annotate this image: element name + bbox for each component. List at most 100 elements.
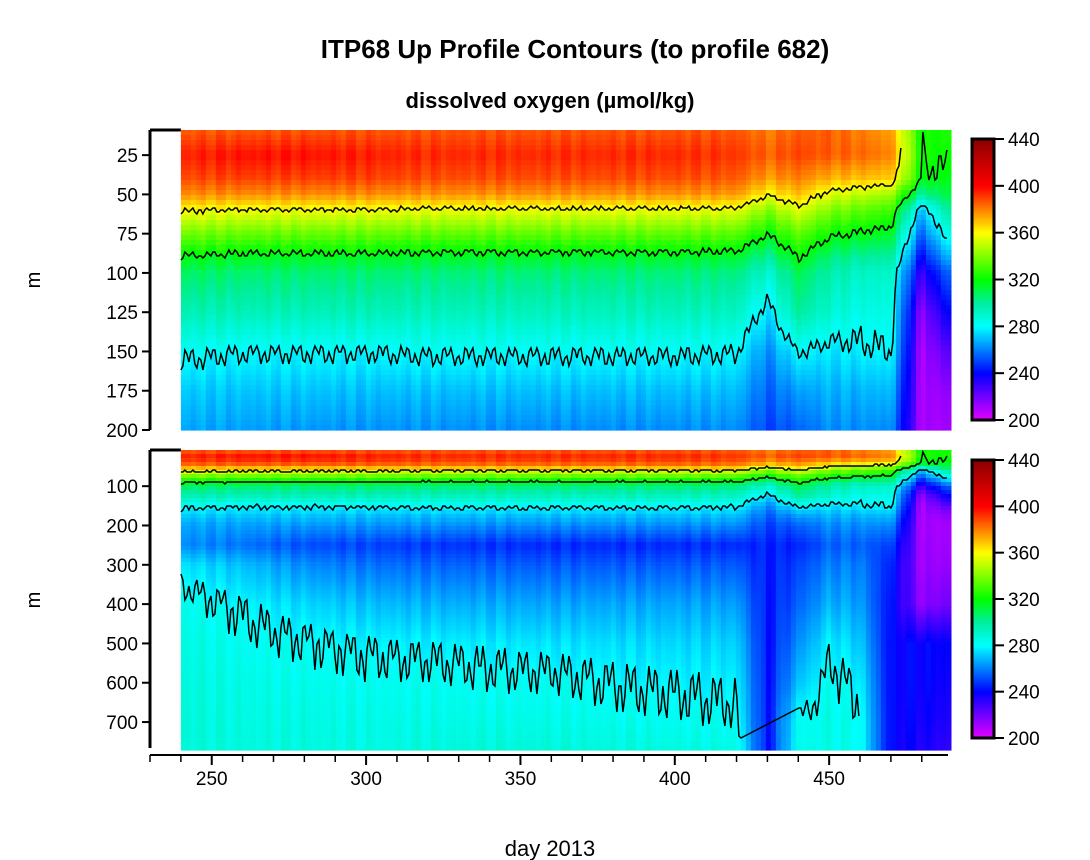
heatmap-cell <box>506 260 512 266</box>
heatmap-cell <box>301 245 307 251</box>
heatmap-cell <box>201 265 207 271</box>
heatmap-cell <box>551 160 557 166</box>
heatmap-cell <box>476 130 482 136</box>
heatmap-cell <box>506 305 512 311</box>
heatmap-cell <box>536 175 542 181</box>
heatmap-cell <box>571 265 577 271</box>
heatmap-cell <box>276 200 282 206</box>
heatmap-cell <box>561 185 567 191</box>
heatmap-cell <box>556 225 562 231</box>
heatmap-cell <box>506 325 512 331</box>
heatmap-cell <box>346 410 352 416</box>
heatmap-cell <box>591 165 597 171</box>
heatmap-cell <box>511 335 517 341</box>
heatmap-cell <box>226 200 232 206</box>
heatmap-cell <box>376 220 382 226</box>
heatmap-cell <box>531 190 537 196</box>
heatmap-cell <box>186 305 192 311</box>
heatmap-cell <box>241 340 247 346</box>
heatmap-cell <box>226 160 232 166</box>
heatmap-cell <box>376 230 382 236</box>
heatmap-cell <box>331 390 337 396</box>
heatmap-cell <box>416 400 422 406</box>
heatmap-cell <box>206 425 212 431</box>
heatmap-cell <box>216 245 222 251</box>
heatmap-cell <box>586 420 592 426</box>
heatmap-cell <box>281 290 287 296</box>
heatmap-cell <box>201 145 207 151</box>
heatmap-cell <box>456 420 462 426</box>
heatmap-cell <box>426 295 432 301</box>
heatmap-cell <box>561 200 567 206</box>
heatmap-cell <box>266 200 272 206</box>
heatmap-cell <box>266 330 272 336</box>
heatmap-cell <box>446 180 452 186</box>
heatmap-cell <box>311 180 317 186</box>
heatmap-cell <box>511 255 517 261</box>
heatmap-cell <box>461 220 467 226</box>
heatmap-cell <box>236 320 242 326</box>
heatmap-cell <box>496 380 502 386</box>
heatmap-cell <box>361 385 367 391</box>
heatmap-cell <box>536 335 542 341</box>
heatmap-cell <box>351 190 357 196</box>
heatmap-cell <box>531 305 537 311</box>
heatmap-cell <box>466 325 472 331</box>
heatmap-cell <box>536 405 542 411</box>
heatmap-cell <box>321 230 327 236</box>
heatmap-cell <box>521 385 527 391</box>
heatmap-cell <box>296 370 302 376</box>
heatmap-cell <box>251 405 257 411</box>
heatmap-cell <box>426 330 432 336</box>
heatmap-cell <box>231 165 237 171</box>
heatmap-cell <box>556 320 562 326</box>
heatmap-cell <box>321 285 327 291</box>
heatmap-cell <box>216 410 222 416</box>
heatmap-cell <box>251 420 257 426</box>
heatmap-cell <box>426 370 432 376</box>
heatmap-cell <box>411 230 417 236</box>
heatmap-cell <box>446 145 452 151</box>
heatmap-cell <box>406 330 412 336</box>
heatmap-cell <box>281 415 287 421</box>
heatmap-cell <box>421 170 427 176</box>
heatmap-cell <box>476 370 482 376</box>
heatmap-cell <box>506 390 512 396</box>
heatmap-cell <box>561 270 567 276</box>
heatmap-cell <box>186 285 192 291</box>
heatmap-cell <box>361 335 367 341</box>
heatmap-cell <box>441 320 447 326</box>
heatmap-cell <box>451 285 457 291</box>
heatmap-cell <box>446 135 452 141</box>
heatmap-cell <box>251 215 257 221</box>
heatmap-cell <box>366 310 372 316</box>
heatmap-cell <box>386 215 392 221</box>
heatmap-cell <box>546 295 552 301</box>
heatmap-cell <box>511 135 517 141</box>
heatmap-cell <box>441 235 447 241</box>
heatmap-cell <box>431 395 437 401</box>
heatmap-cell <box>536 160 542 166</box>
heatmap-cell <box>316 330 322 336</box>
heatmap-cell <box>321 340 327 346</box>
heatmap-cell <box>476 315 482 321</box>
heatmap-cell <box>186 415 192 421</box>
heatmap-cell <box>506 370 512 376</box>
heatmap-cell <box>291 390 297 396</box>
heatmap-cell <box>461 395 467 401</box>
heatmap-cell <box>386 315 392 321</box>
heatmap-cell <box>336 175 342 181</box>
heatmap-cell <box>251 225 257 231</box>
heatmap-cell <box>581 270 587 276</box>
heatmap-cell <box>211 150 217 156</box>
heatmap-cell <box>511 225 517 231</box>
heatmap-cell <box>316 300 322 306</box>
heatmap-cell <box>211 195 217 201</box>
heatmap-cell <box>501 175 507 181</box>
heatmap-cell <box>271 220 277 226</box>
heatmap-cell <box>246 265 252 271</box>
heatmap-cell <box>451 200 457 206</box>
heatmap-cell <box>481 385 487 391</box>
heatmap-cell <box>431 140 437 146</box>
heatmap-cell <box>371 390 377 396</box>
